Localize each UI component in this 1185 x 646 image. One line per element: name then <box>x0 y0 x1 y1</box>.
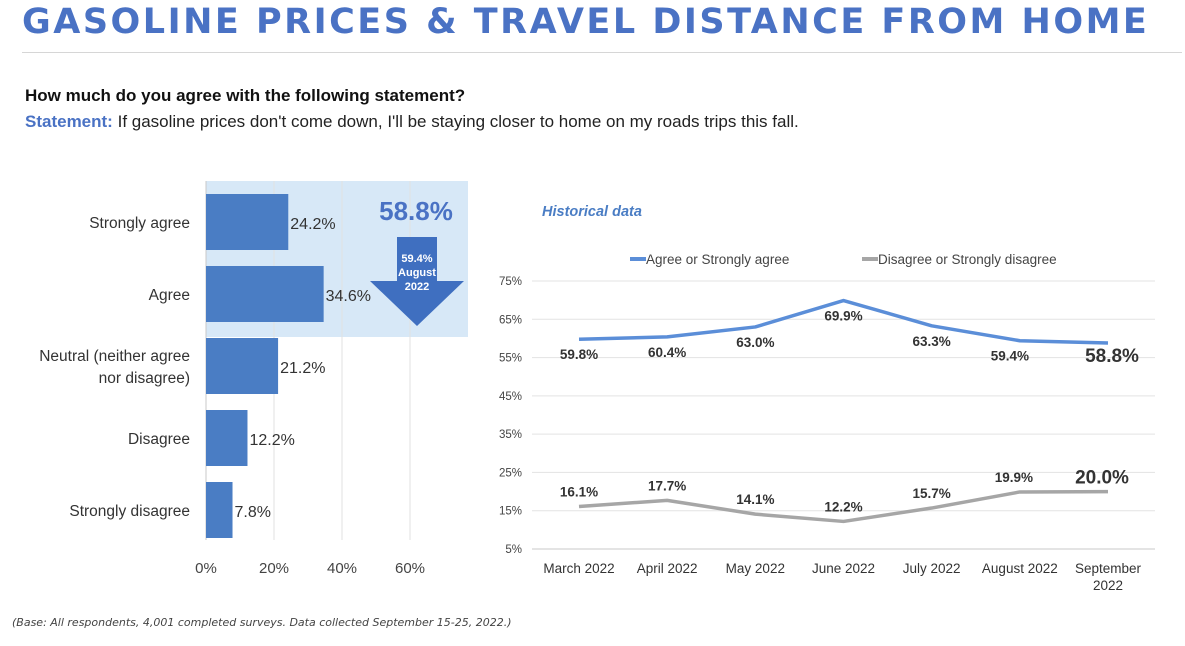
x-tick-label: 20% <box>259 560 289 577</box>
survey-statement: Statement: If gasoline prices don't come… <box>25 112 799 132</box>
category-label: nor disagree) <box>99 370 190 387</box>
bar-value-label: 24.2% <box>290 216 335 233</box>
agree-data-label: 69.9% <box>824 309 862 324</box>
y-tick-label: 5% <box>505 544 522 556</box>
x-category-label: June 2022 <box>812 561 875 576</box>
legend-label: Disagree or Strongly disagree <box>878 252 1057 267</box>
x-category-label: April 2022 <box>637 561 698 576</box>
arrow-label: August <box>398 267 436 279</box>
bar <box>206 338 279 394</box>
statement-label: Statement: <box>25 112 113 131</box>
statement-text: If gasoline prices don't come down, I'll… <box>117 112 799 131</box>
response-distribution-bar-chart: 0% 20% 40% 60% 24.2% Strongly agree 34.6% Agree… <box>39 181 468 577</box>
y-tick-label: 15% <box>499 506 522 518</box>
arrow-label: 59.4% <box>401 253 432 265</box>
bar <box>206 194 289 250</box>
x-category-label: 2022 <box>1093 578 1123 593</box>
y-tick-label: 65% <box>499 314 522 326</box>
x-tick-label: 60% <box>395 560 425 577</box>
legend-label: Agree or Strongly agree <box>646 252 789 267</box>
x-category-label: May 2022 <box>726 561 785 576</box>
agree-data-label: 63.0% <box>736 335 774 350</box>
disagree-data-label: 16.1% <box>560 485 598 500</box>
line-chart-title: Historical data <box>542 204 642 220</box>
disagree-data-label: 15.7% <box>913 486 951 501</box>
bar-value-label: 34.6% <box>326 288 371 305</box>
y-tick-label: 35% <box>499 429 522 441</box>
agree-total-label: 58.8% <box>379 196 453 226</box>
bar-value-label: 21.2% <box>280 360 325 377</box>
category-label: Strongly disagree <box>69 503 190 520</box>
y-tick-label: 75% <box>499 276 522 288</box>
arrow-label: 2022 <box>405 281 429 293</box>
title-divider <box>22 52 1182 53</box>
y-tick-label: 45% <box>499 391 522 403</box>
down-arrow-icon <box>370 237 464 326</box>
bar <box>206 266 324 322</box>
agree-data-label: 59.4% <box>991 349 1029 364</box>
disagree-data-label: 20.0% <box>1075 468 1129 489</box>
disagree-series-line <box>578 489 1109 524</box>
x-tick-label: 40% <box>327 560 357 577</box>
x-category-label: July 2022 <box>903 561 961 576</box>
disagree-data-label: 17.7% <box>648 478 686 493</box>
x-category-label: August 2022 <box>982 561 1058 576</box>
agree-data-label: 63.3% <box>913 334 951 349</box>
footnote: (Base: All respondents, 4,001 completed … <box>12 616 512 629</box>
agree-data-label: 59.8% <box>560 347 598 362</box>
category-label: Neutral (neither agree <box>39 348 190 365</box>
page-title: GASOLINE PRICES & TRAVEL DISTANCE FROM H… <box>22 2 1150 42</box>
disagree-data-label: 14.1% <box>736 492 774 507</box>
bar <box>206 410 248 466</box>
x-category-label: September <box>1075 561 1142 576</box>
category-label: Strongly agree <box>89 215 190 232</box>
bar <box>206 482 233 538</box>
agree-data-label: 58.8% <box>1085 346 1139 367</box>
y-tick-label: 55% <box>499 353 522 365</box>
agree-data-label: 60.4% <box>648 345 686 360</box>
survey-question: How much do you agree with the following… <box>25 86 466 105</box>
bar-value-label: 7.8% <box>235 504 271 521</box>
category-label: Disagree <box>128 431 190 448</box>
x-tick-label: 0% <box>195 560 217 577</box>
y-tick-label: 25% <box>499 467 522 479</box>
disagree-data-label: 19.9% <box>995 470 1033 485</box>
category-label: Agree <box>149 287 190 304</box>
x-category-label: March 2022 <box>543 561 614 576</box>
bar-value-label: 12.2% <box>249 432 294 449</box>
agree-series-line <box>578 298 1109 345</box>
disagree-data-label: 12.2% <box>824 499 862 514</box>
